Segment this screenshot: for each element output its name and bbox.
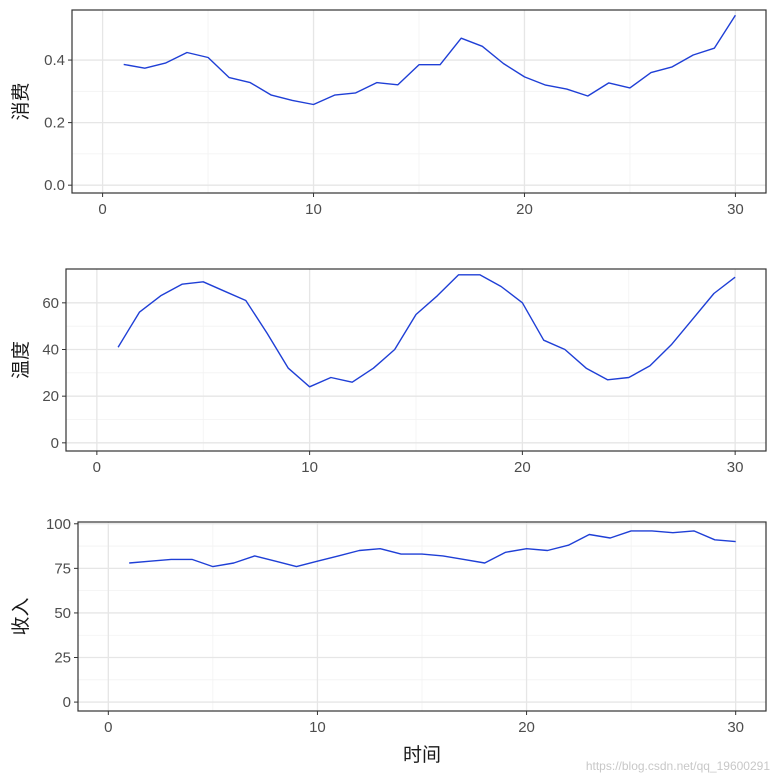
y-tick-label: 0.2	[44, 115, 65, 132]
panel-consumption: 0 10 20 30 0.0 0.2 0.4 消费	[10, 9, 767, 218]
x-tick-label: 0	[98, 201, 106, 218]
y-tick-label: 60	[42, 295, 59, 312]
y-tick-label: 40	[42, 342, 59, 359]
x-axis-title: 时间	[403, 744, 441, 766]
x-tick-label: 10	[309, 719, 326, 736]
y-tick-label: 25	[54, 650, 71, 667]
x-tick-label: 20	[516, 201, 533, 218]
panel-temperature: 0 10 20 30 0 20 40 60 温度	[10, 268, 767, 476]
x-tick-label: 0	[93, 459, 101, 476]
y-tick-label: 0	[63, 694, 71, 711]
y-tick-label: 100	[46, 516, 71, 533]
series-line	[129, 530, 736, 568]
panel-border	[65, 268, 767, 452]
series-line	[117, 274, 736, 388]
watermark-text: https://blog.csdn.net/qq_19600291	[586, 759, 770, 773]
x-tick-label: 30	[727, 459, 744, 476]
y-tick-label: 0.4	[44, 52, 65, 69]
y-tick-label: 75	[54, 560, 71, 577]
x-tick-label: 10	[301, 459, 318, 476]
x-tick-label: 20	[518, 719, 535, 736]
y-axis-title: 温度	[10, 341, 32, 379]
y-axis-title: 消费	[10, 82, 32, 120]
x-tick-label: 10	[305, 201, 322, 218]
y-axis-title: 收入	[10, 597, 32, 635]
x-tick-label: 20	[514, 459, 531, 476]
y-tick-label: 20	[42, 388, 59, 405]
panel-income: 0 10 20 30 0 25 50 75 100 收入	[10, 516, 767, 736]
x-tick-label: 30	[727, 201, 744, 218]
panel-border	[71, 9, 767, 194]
x-tick-label: 0	[104, 719, 112, 736]
y-tick-label: 0	[51, 435, 59, 452]
y-tick-label: 50	[54, 605, 71, 622]
panel-border	[77, 521, 767, 712]
x-tick-label: 30	[727, 719, 744, 736]
y-tick-label: 0.0	[44, 177, 65, 194]
series-line	[123, 14, 736, 106]
